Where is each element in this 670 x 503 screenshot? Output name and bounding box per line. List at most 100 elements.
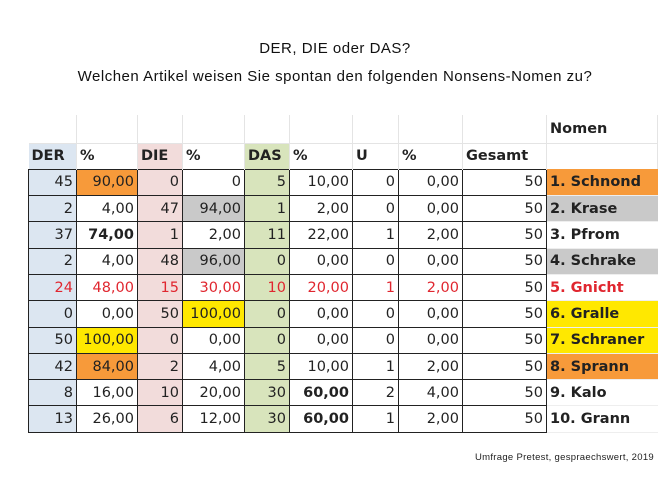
- die-pct-cell: 20,00: [182, 379, 245, 407]
- das-count-cell: 1: [244, 195, 290, 223]
- nomen-cell: 4. Schrake: [546, 248, 658, 275]
- der-pct-cell: 100,00: [76, 326, 138, 354]
- table-row: 37 74,00 1 2,00 11 22,00 1 2,00 50 3. Pfrom: [28, 221, 658, 249]
- title: DER, DIE oder DAS?: [259, 40, 411, 57]
- blank-cell: [546, 143, 658, 170]
- total-cell: 50: [462, 405, 547, 433]
- table-row: 8 16,00 10 20,00 30 60,00 2 4,00 50 9. Kalo: [28, 379, 658, 407]
- das-pct-cell: 2,00: [289, 195, 353, 223]
- das-pct-cell: 20,00: [289, 273, 353, 302]
- die-pct-cell: 4,00: [182, 352, 245, 381]
- der-count-cell: 2: [28, 195, 77, 223]
- total-cell: 50: [462, 195, 547, 223]
- die-pct-cell: 0,00: [182, 326, 245, 354]
- nomen-cell: 3. Pfrom: [546, 221, 658, 249]
- u-pct-cell: 0,00: [398, 300, 463, 328]
- das-count-cell: 10: [244, 273, 290, 302]
- header-die-pct: %: [182, 143, 245, 170]
- table-row: 42 84,00 2 4,00 5 10,00 1 2,00 50 8. Sprann: [28, 352, 658, 381]
- das-pct-cell: 60,00: [289, 379, 353, 407]
- total-cell: 50: [462, 273, 547, 302]
- table-row: 2 4,00 47 94,00 1 2,00 0 0,00 50 2. Krase: [28, 195, 658, 223]
- table-row: 45 90,00 0 0 5 10,00 0 0,00 50 1. Schnond: [28, 168, 658, 197]
- das-count-cell: 30: [244, 379, 290, 407]
- u-pct-cell: 2,00: [398, 352, 463, 381]
- die-pct-cell: 0: [182, 168, 245, 197]
- die-count-cell: 50: [137, 300, 183, 328]
- total-cell: 50: [462, 221, 547, 249]
- u-pct-cell: 0,00: [398, 195, 463, 223]
- der-count-cell: 2: [28, 247, 77, 275]
- table-row: 24 48,00 15 30,00 10 20,00 1 2,00 50 5. Gnicht: [28, 273, 658, 302]
- u-pct-cell: 2,00: [398, 405, 463, 433]
- blank-cell: [244, 115, 290, 144]
- der-count-cell: 8: [28, 379, 77, 407]
- der-pct-cell: 74,00: [76, 221, 138, 249]
- nomen-cell: 10. Grann: [546, 405, 658, 433]
- table-row: 13 26,00 6 12,00 30 60,00 1 2,00 50 10. Grann: [28, 405, 658, 433]
- der-pct-cell: 90,00: [76, 168, 138, 197]
- das-count-cell: 0: [244, 247, 290, 275]
- source-note: Umfrage Pretest, gespraechswert, 2019: [474, 452, 654, 463]
- subtitle: Welchen Artikel weisen Sie spontan den f…: [77, 68, 593, 85]
- u-count-cell: 0: [352, 168, 399, 197]
- die-count-cell: 0: [137, 168, 183, 197]
- blank-cell: [76, 115, 138, 144]
- header-die-count: DIE: [137, 143, 183, 170]
- nomen-cell: 8. Sprann: [546, 353, 658, 381]
- nomen-cell: 1. Schnond: [546, 169, 658, 197]
- der-pct-cell: 16,00: [76, 379, 138, 407]
- das-pct-cell: 10,00: [289, 168, 353, 197]
- das-count-cell: 5: [244, 352, 290, 381]
- u-count-cell: 0: [352, 300, 399, 328]
- u-count-cell: 0: [352, 195, 399, 223]
- total-cell: 50: [462, 379, 547, 407]
- der-pct-cell: 48,00: [76, 273, 138, 302]
- nomen-cell: 9. Kalo: [546, 379, 658, 407]
- u-count-cell: 0: [352, 247, 399, 275]
- das-pct-cell: 0,00: [289, 326, 353, 354]
- u-count-cell: 1: [352, 405, 399, 433]
- u-count-cell: 1: [352, 221, 399, 249]
- der-count-cell: 0: [28, 300, 77, 328]
- der-count-cell: 50: [28, 326, 77, 354]
- total-cell: 50: [462, 247, 547, 275]
- die-count-cell: 0: [137, 326, 183, 354]
- das-count-cell: 11: [244, 221, 290, 249]
- das-pct-cell: 0,00: [289, 300, 353, 328]
- blank-cell: [182, 115, 245, 144]
- u-pct-cell: 0,00: [398, 168, 463, 197]
- u-pct-cell: 4,00: [398, 379, 463, 407]
- die-count-cell: 6: [137, 405, 183, 433]
- u-pct-cell: 2,00: [398, 273, 463, 302]
- header-das-pct: %: [289, 143, 353, 170]
- die-pct-cell: 94,00: [182, 195, 245, 223]
- u-count-cell: 1: [352, 352, 399, 381]
- der-pct-cell: 4,00: [76, 195, 138, 223]
- das-count-cell: 0: [244, 300, 290, 328]
- der-count-cell: 45: [28, 168, 77, 197]
- nomen-cell: 6. Gralle: [546, 300, 658, 328]
- total-cell: 50: [462, 168, 547, 197]
- der-pct-cell: 4,00: [76, 247, 138, 275]
- nomen-cell: 2. Krase: [546, 195, 658, 223]
- der-pct-cell: 26,00: [76, 405, 138, 433]
- total-cell: 50: [462, 300, 547, 328]
- der-pct-cell: 84,00: [76, 352, 138, 381]
- die-count-cell: 1: [137, 221, 183, 249]
- die-pct-cell: 30,00: [182, 273, 245, 302]
- der-count-cell: 42: [28, 352, 77, 381]
- nomen-cell: 7. Schraner: [546, 327, 658, 354]
- das-pct-cell: 22,00: [289, 221, 353, 249]
- header-das-count: DAS: [244, 143, 290, 170]
- das-pct-cell: 10,00: [289, 352, 353, 381]
- die-count-cell: 47: [137, 195, 183, 223]
- der-count-cell: 13: [28, 405, 77, 433]
- das-count-cell: 5: [244, 168, 290, 197]
- u-count-cell: 1: [352, 273, 399, 302]
- header-u-count: U: [352, 143, 399, 170]
- die-count-cell: 48: [137, 247, 183, 275]
- u-count-cell: 0: [352, 326, 399, 354]
- table-row: 2 4,00 48 96,00 0 0,00 0 0,00 50 4. Schrake: [28, 247, 658, 275]
- u-pct-cell: 0,00: [398, 326, 463, 354]
